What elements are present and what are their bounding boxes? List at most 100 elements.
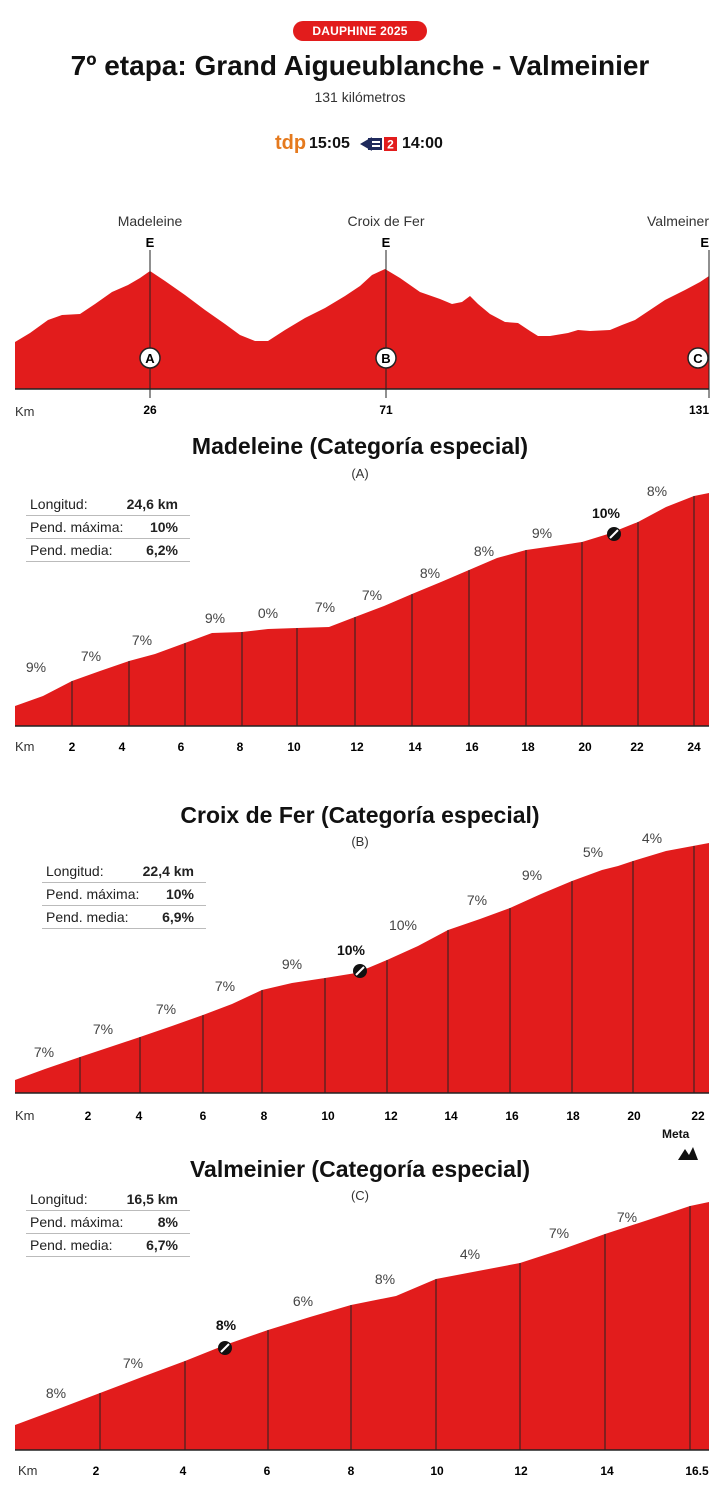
svg-text:12: 12 <box>514 1464 528 1478</box>
svg-text:6: 6 <box>178 740 185 754</box>
svg-text:18: 18 <box>566 1109 580 1123</box>
svg-text:12: 12 <box>350 740 364 754</box>
km-axis-label: Km <box>15 1108 35 1123</box>
stat-max-gradient: Pend. máxima: 8% <box>26 1211 190 1234</box>
gradient-label: 7% <box>132 632 152 648</box>
svg-text:22: 22 <box>630 740 644 754</box>
svg-text:4%: 4% <box>642 830 662 846</box>
climb-marker-letter: B <box>381 351 390 366</box>
climb-title: Croix de Fer (Categoría especial) <box>180 802 540 828</box>
gradient-label: 7% <box>362 587 382 603</box>
gradient-label: 8% <box>647 483 667 499</box>
svg-text:20: 20 <box>578 740 592 754</box>
svg-text:6%: 6% <box>293 1293 313 1309</box>
svg-text:4: 4 <box>119 740 126 754</box>
gradient-label: 8% <box>420 565 440 581</box>
climb-letter: (A) <box>351 466 369 481</box>
svg-text:18: 18 <box>521 740 535 754</box>
svg-text:12: 12 <box>384 1109 398 1123</box>
climb-letter: (B) <box>351 834 369 849</box>
climb-marker <box>375 347 397 369</box>
svg-text:4%: 4% <box>460 1246 480 1262</box>
svg-text:7%: 7% <box>549 1225 569 1241</box>
svg-text:2: 2 <box>93 1464 100 1478</box>
climb-stats: Longitud: 24,6 km Pend. máxima: 10% Pend. … <box>26 493 190 562</box>
stat-max-gradient: Pend. máxima: 10% <box>26 516 190 539</box>
svg-text:16: 16 <box>465 740 479 754</box>
km-tick: 131 <box>689 403 709 417</box>
climb-name: Madeleine <box>118 213 183 229</box>
stage-title: 7º etapa: Grand Aigueublanche - Valmeini… <box>70 50 650 81</box>
svg-text:14: 14 <box>600 1464 614 1478</box>
stat-max-gradient: Pend. máxima: 10% <box>42 883 206 906</box>
profile-area <box>15 843 709 1093</box>
svg-text:10: 10 <box>430 1464 444 1478</box>
gradient-labels: 8% 7% 8% 6% 8% 4% 7% 7% <box>46 1209 637 1401</box>
svg-text:8: 8 <box>237 740 244 754</box>
tdp-time: 15:05 <box>309 135 350 152</box>
svg-text:8: 8 <box>261 1109 268 1123</box>
stage-profile-area <box>15 269 709 389</box>
climb-profile-a: 9% 7% 7% 9% 0% 7% 7% 8% 8% 9% 10% 8% Km … <box>15 483 709 754</box>
climb-category: E <box>382 235 391 250</box>
gradient-label: 7% <box>81 648 101 664</box>
svg-text:9%: 9% <box>522 867 542 883</box>
climb-marker <box>139 347 161 369</box>
svg-text:7%: 7% <box>123 1355 143 1371</box>
km-axis-label: Km <box>15 739 35 754</box>
gradient-labels: 7% 7% 7% 7% 9% 10% 10% 7% 9% 5% 4% <box>34 830 662 1060</box>
svg-text:7%: 7% <box>617 1209 637 1225</box>
climb-name: Valmeiner <box>647 213 709 229</box>
svg-text:16: 16 <box>505 1109 519 1123</box>
km-ticks: 2 4 6 8 10 12 14 16 18 20 22 <box>85 1109 705 1123</box>
climb-marker-letter: A <box>145 351 155 366</box>
svg-text:4: 4 <box>180 1464 187 1478</box>
km-dividers <box>79 846 695 1093</box>
svg-text:8%: 8% <box>46 1385 66 1401</box>
svg-text:7%: 7% <box>34 1044 54 1060</box>
gradient-label-max: 10% <box>337 942 366 958</box>
svg-text:2: 2 <box>69 740 76 754</box>
max-gradient-icon <box>353 964 367 978</box>
stat-avg-gradient: Pend. media: 6,9% <box>42 906 206 929</box>
svg-text:8: 8 <box>348 1464 355 1478</box>
km-dividers <box>71 496 695 726</box>
climb-marker <box>687 347 709 369</box>
stat-length: Longitud: 22,4 km <box>42 860 206 883</box>
stage-profile: Madeleine E Croix de Fer E Valmeiner E A… <box>15 213 710 419</box>
finish-mountain-icon <box>678 1147 698 1160</box>
gradient-labels: 9% 7% 7% 9% 0% 7% 7% 8% 8% 9% 10% 8% <box>26 483 667 675</box>
gradient-label: 8% <box>474 543 494 559</box>
climb-title: Madeleine (Categoría especial) <box>191 433 529 459</box>
finish-label: Meta <box>662 1127 690 1141</box>
svg-text:10%: 10% <box>389 917 417 933</box>
race-badge: DAUPHINE 2025 <box>293 21 427 41</box>
gradient-label-max: 10% <box>592 505 621 521</box>
climb-letter: (C) <box>350 1188 370 1203</box>
gradient-label-max: 8% <box>216 1317 237 1333</box>
stage-distance: 131 kilómetros <box>314 89 406 105</box>
svg-text:7%: 7% <box>467 892 487 908</box>
svg-text:16.5: 16.5 <box>685 1464 709 1478</box>
climb-stats: Longitud: 16,5 km Pend. máxima: 8% Pend. m… <box>26 1188 190 1257</box>
km-ticks: 2 4 6 8 10 12 14 16.5 <box>93 1464 709 1478</box>
svg-text:2: 2 <box>85 1109 92 1123</box>
climb-profile-b: 7% 7% 7% 7% 9% 10% 10% 7% 9% 5% 4% Km 2 4… <box>15 830 709 1123</box>
france2-logo: 2 <box>360 137 397 152</box>
svg-text:20: 20 <box>627 1109 641 1123</box>
climb-title: Valmeinier (Categoría especial) <box>189 1156 531 1182</box>
stat-avg-gradient: Pend. media: 6,2% <box>26 539 190 562</box>
tdp-logo: tdp <box>275 132 307 154</box>
france2-number: 2 <box>387 138 394 152</box>
gradient-label: 9% <box>532 525 552 541</box>
stat-avg-gradient: Pend. media: 6,7% <box>26 1234 190 1257</box>
climb-profile-c: 8% 7% 8% 6% 8% 4% 7% 7% Km 2 4 6 8 10 12 14… <box>15 1202 709 1478</box>
svg-text:10: 10 <box>287 740 301 754</box>
svg-text:7%: 7% <box>156 1001 176 1017</box>
max-gradient-icon <box>218 1341 232 1355</box>
stat-length: Longitud: 16,5 km <box>26 1188 190 1211</box>
climb-stats: Longitud: 22,4 km Pend. máxima: 10% Pend. … <box>42 860 206 929</box>
svg-text:8%: 8% <box>375 1271 395 1287</box>
km-axis-label: Km <box>15 404 35 419</box>
